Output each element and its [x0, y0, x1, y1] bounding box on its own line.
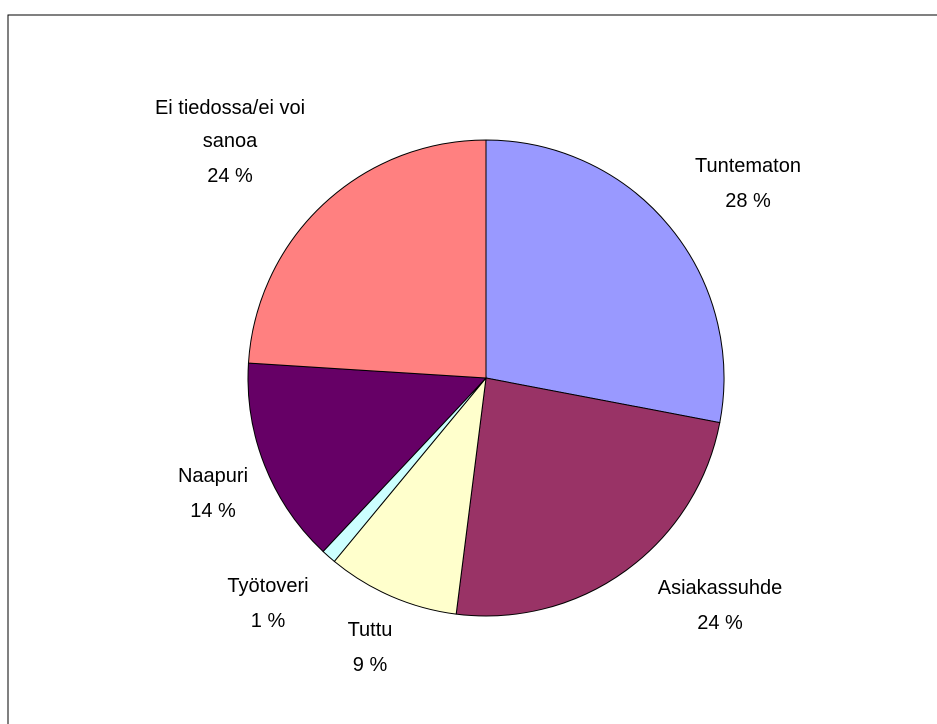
value-label: 24 % — [697, 612, 743, 634]
data-label: Työtoveri 1 % — [198, 570, 338, 639]
pie-slice — [333, 376, 487, 615]
data-label: Naapuri 14 % — [148, 460, 278, 529]
category-label: Asiakassuhde — [657, 577, 783, 599]
value-label: 24 % — [207, 165, 253, 187]
pie-slice — [247, 139, 487, 379]
category-label: Työtoveri — [227, 575, 309, 597]
value-label: 28 % — [725, 190, 771, 212]
category-label: Tuntematon — [695, 155, 801, 177]
category-label: Tuttu — [347, 619, 393, 641]
pie-slice — [455, 377, 721, 617]
value-label: 1 % — [250, 610, 286, 632]
value-label: 14 % — [190, 500, 236, 522]
category-label: Ei tiedossa/ei voi sanoa — [154, 97, 306, 152]
value-label: 9 % — [352, 654, 388, 676]
data-label: Tuttu 9 % — [320, 614, 420, 683]
pie-slice — [485, 139, 725, 424]
category-label: Naapuri — [177, 465, 249, 487]
data-label: Asiakassuhde 24 % — [630, 572, 810, 641]
data-label: Tuntematon 28 % — [668, 150, 828, 219]
data-label: Ei tiedossa/ei voi sanoa 24 % — [150, 92, 310, 194]
pie-slice — [247, 362, 488, 553]
